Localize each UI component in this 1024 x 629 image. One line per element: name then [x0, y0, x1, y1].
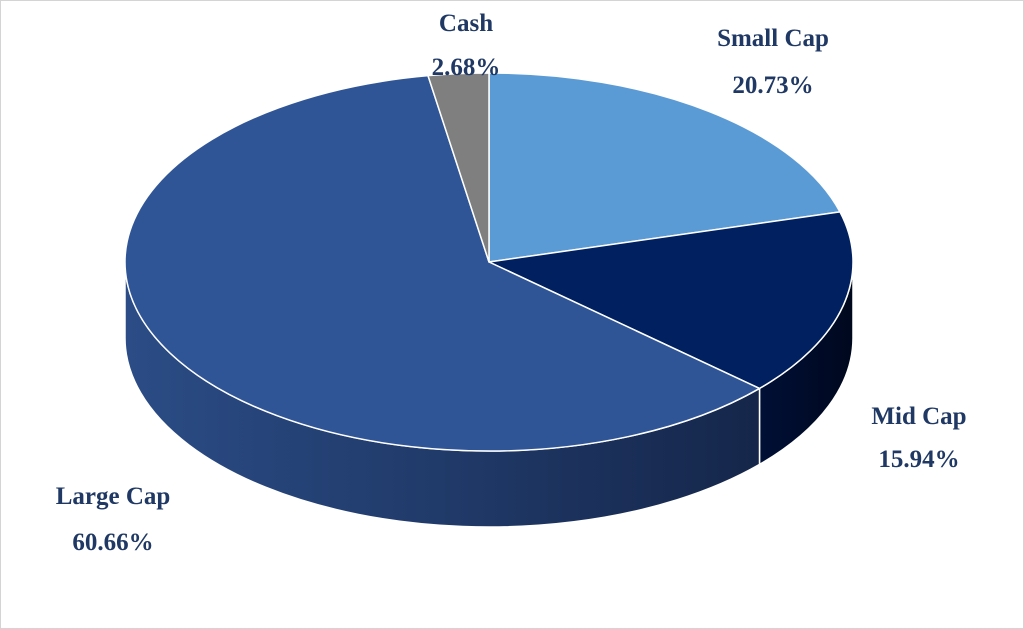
slice-label-cash: Cash [439, 10, 493, 37]
slice-label-large-cap: Large Cap [56, 483, 171, 510]
pie-slice-cash [427, 72, 490, 263]
pie-slice-small-cap [488, 72, 841, 263]
slice-label-small-cap: Small Cap [717, 25, 829, 52]
slice-value-mid-cap: 15.94% [878, 446, 959, 473]
slice-value-small-cap: 20.73% [732, 72, 813, 99]
slice-value-large-cap: 60.66% [72, 529, 153, 556]
slice-label-mid-cap: Mid Cap [871, 403, 966, 430]
slice-value-cash: 2.68% [432, 54, 501, 81]
pie-slice-large-cap [124, 74, 761, 452]
pie-slice-mid-cap [488, 211, 854, 390]
